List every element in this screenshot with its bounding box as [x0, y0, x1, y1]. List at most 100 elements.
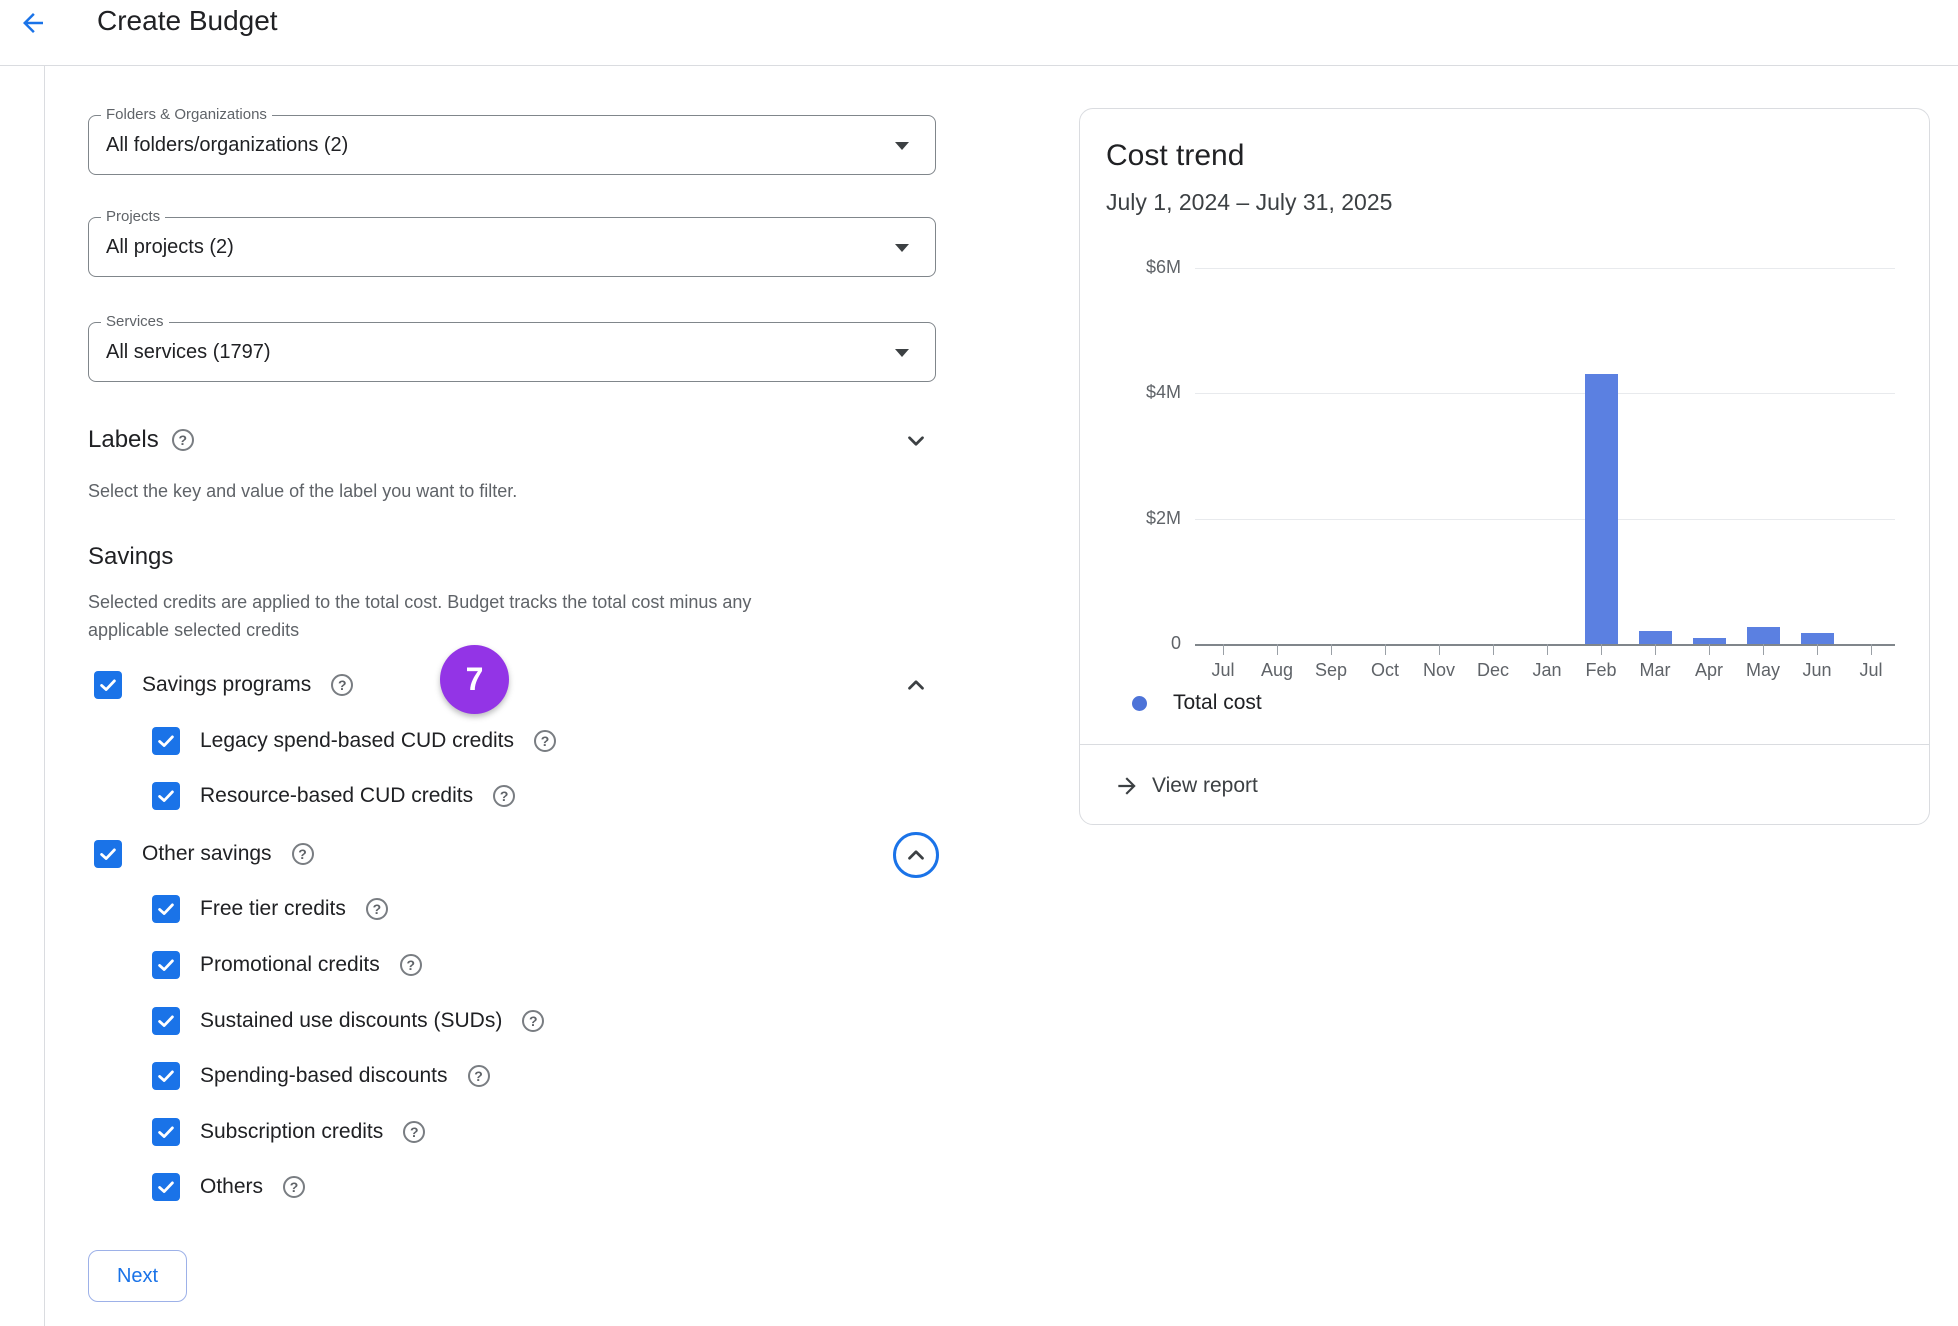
- help-icon[interactable]: ?: [467, 1065, 490, 1087]
- help-icon[interactable]: ?: [522, 1010, 545, 1032]
- x-axis-tickmark: [1709, 644, 1710, 655]
- checkmark-icon: [158, 1070, 174, 1082]
- savings-description-line1: Selected credits are applied to the tota…: [88, 592, 752, 612]
- savings-row: Resource-based CUD credits ?: [152, 779, 516, 813]
- card-divider: [1080, 744, 1929, 745]
- services-select[interactable]: Services All services (1797): [88, 313, 936, 382]
- x-axis-tickmark: [1655, 644, 1656, 655]
- total-cost-bar-feb: [1584, 374, 1618, 644]
- checkbox-checked[interactable]: [152, 1173, 180, 1201]
- other-savings-collapse-chevron-up-icon[interactable]: [893, 832, 939, 878]
- checkbox-label[interactable]: Free tier credits: [200, 897, 346, 920]
- total-cost-bar-may: [1746, 627, 1780, 644]
- checkbox-label[interactable]: Others: [200, 1175, 264, 1198]
- x-axis-tickmark: [1277, 644, 1278, 655]
- left-panel-divider: [44, 66, 45, 1326]
- help-icon[interactable]: ?: [534, 730, 556, 752]
- x-axis-month-label: Dec: [1476, 660, 1509, 680]
- x-axis-month-label: Mar: [1639, 660, 1671, 680]
- checkmark-icon: [158, 959, 174, 971]
- x-axis-month-label: Oct: [1370, 660, 1399, 680]
- help-icon[interactable]: ?: [291, 843, 314, 865]
- x-axis-line: [1195, 644, 1895, 646]
- savings-row: Sustained use discounts (SUDs) ?: [152, 1004, 545, 1038]
- labels-help-icon[interactable]: ?: [171, 429, 194, 451]
- x-axis-month-label: Apr: [1694, 660, 1723, 680]
- help-icon[interactable]: ?: [493, 785, 516, 807]
- cost-trend-date-range: July 1, 2024 – July 31, 2025: [1106, 189, 1393, 215]
- labels-expand-chevron-down-icon[interactable]: [903, 428, 929, 454]
- gridline: [1195, 393, 1895, 394]
- checkbox-label[interactable]: Resource-based CUD credits: [200, 784, 474, 807]
- savings-description: Selected credits are applied to the tota…: [88, 588, 751, 644]
- checkbox-checked[interactable]: [152, 895, 180, 923]
- x-axis-month-label: Nov: [1422, 660, 1455, 680]
- checkbox-label[interactable]: Sustained use discounts (SUDs): [200, 1009, 503, 1032]
- checkbox-checked[interactable]: [152, 1118, 180, 1146]
- folders-organizations-value: All folders/organizations (2): [106, 133, 349, 156]
- labels-heading: Labels: [88, 426, 159, 453]
- x-axis-month-label: Jul: [1211, 660, 1235, 680]
- checkbox-checked[interactable]: [94, 671, 122, 699]
- savings-row: Other savings ?: [94, 837, 314, 871]
- savings-row: Legacy spend-based CUD credits ?: [152, 724, 556, 758]
- back-arrow-icon[interactable]: [18, 8, 48, 38]
- help-icon[interactable]: ?: [365, 898, 388, 920]
- y-axis-tick-label: $2M: [1145, 508, 1181, 528]
- services-value: All services (1797): [106, 340, 271, 363]
- checkmark-icon: [158, 1126, 174, 1138]
- help-icon[interactable]: ?: [399, 954, 422, 976]
- x-axis-tickmark: [1547, 644, 1548, 655]
- savings-heading-row: Savings: [88, 543, 173, 571]
- checkbox-checked[interactable]: [152, 1062, 180, 1090]
- x-axis-tickmark: [1223, 644, 1224, 655]
- x-axis-tickmark: [1493, 644, 1494, 655]
- y-axis-tick-label: $6M: [1145, 257, 1181, 277]
- checkbox-checked[interactable]: [152, 1007, 180, 1035]
- view-report-link[interactable]: View report: [1114, 773, 1258, 799]
- x-axis-tickmark: [1331, 644, 1332, 655]
- x-axis-month-label: Sep: [1314, 660, 1348, 680]
- checkbox-checked[interactable]: [152, 951, 180, 979]
- x-axis-tickmark: [1439, 644, 1440, 655]
- dropdown-arrow-icon: [895, 349, 909, 357]
- savings-row: Savings programs ?: [94, 668, 354, 702]
- checkbox-label[interactable]: Legacy spend-based CUD credits: [200, 729, 514, 752]
- checkbox-label[interactable]: Other savings: [142, 842, 272, 865]
- checkbox-checked[interactable]: [152, 782, 180, 810]
- dropdown-arrow-icon: [895, 142, 909, 150]
- savings-row: Spending-based discounts ?: [152, 1059, 490, 1093]
- x-axis-month-label: Feb: [1585, 660, 1617, 680]
- arrow-right-icon: [1118, 777, 1136, 795]
- checkbox-checked[interactable]: [94, 840, 122, 868]
- checkbox-checked[interactable]: [152, 727, 180, 755]
- savings-row: Free tier credits ?: [152, 892, 388, 926]
- help-icon[interactable]: ?: [331, 674, 354, 696]
- gridline: [1195, 268, 1895, 269]
- projects-label: Projects: [101, 208, 166, 226]
- services-label: Services: [101, 313, 169, 331]
- next-button[interactable]: Next: [88, 1250, 187, 1302]
- checkbox-label[interactable]: Savings programs: [142, 673, 312, 696]
- folders-organizations-label: Folders & Organizations: [101, 106, 272, 124]
- folders-organizations-select[interactable]: Folders & Organizations All folders/orga…: [88, 106, 936, 175]
- x-axis-month-label: Jul: [1859, 660, 1883, 680]
- x-axis-month-label: Aug: [1260, 660, 1294, 680]
- savings-programs-collapse-chevron-up-icon[interactable]: [903, 672, 929, 698]
- checkmark-icon: [100, 679, 116, 691]
- savings-row: Others ?: [152, 1170, 306, 1204]
- x-axis-tickmark: [1763, 644, 1764, 655]
- checkmark-icon: [158, 735, 174, 747]
- x-axis-month-label: Jan: [1532, 660, 1562, 680]
- checkbox-label[interactable]: Spending-based discounts: [200, 1064, 448, 1087]
- total-cost-legend-label: Total cost: [1173, 691, 1262, 714]
- checkbox-label[interactable]: Promotional credits: [200, 953, 380, 976]
- projects-select[interactable]: Projects All projects (2): [88, 208, 936, 277]
- y-axis-tick-label: 0: [1170, 633, 1181, 653]
- help-icon[interactable]: ?: [283, 1176, 306, 1198]
- labels-description: Select the key and value of the label yo…: [88, 481, 518, 501]
- x-axis-month-label: May: [1745, 660, 1780, 680]
- help-icon[interactable]: ?: [403, 1121, 426, 1143]
- checkmark-icon: [158, 1181, 174, 1193]
- checkbox-label[interactable]: Subscription credits: [200, 1120, 384, 1143]
